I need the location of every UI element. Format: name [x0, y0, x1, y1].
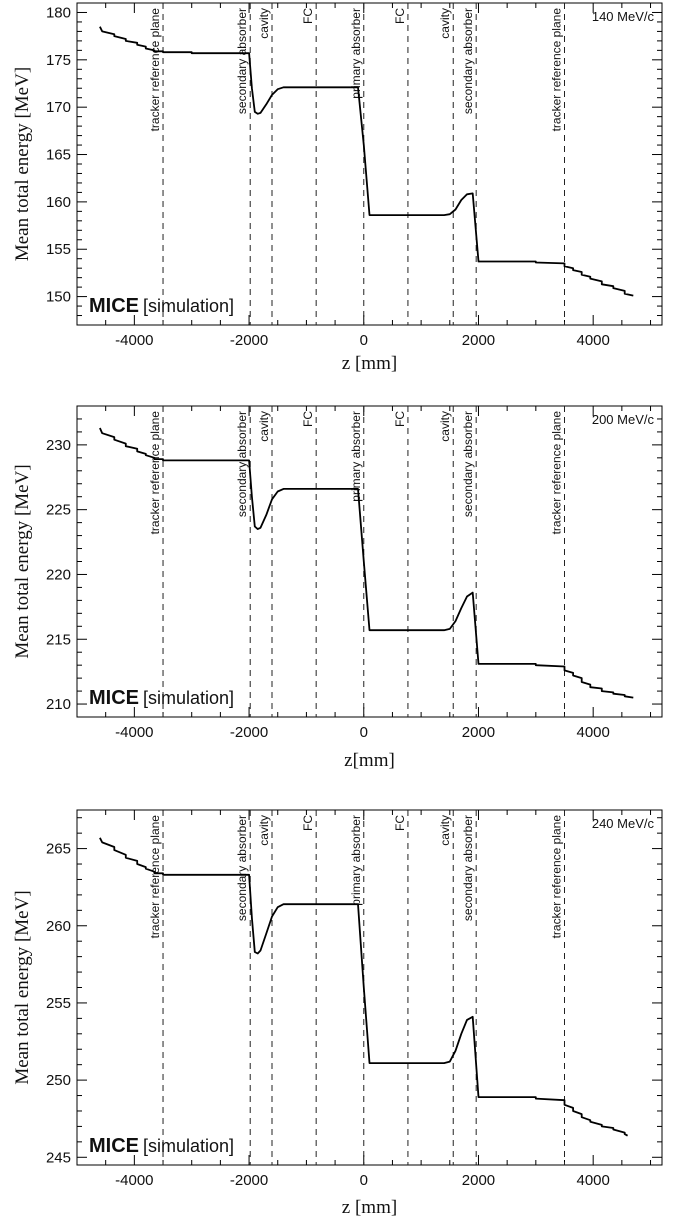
x-tick-label: 2000 — [462, 724, 495, 741]
y-tick-label: 255 — [46, 995, 71, 1012]
y-tick-label: 155 — [46, 241, 71, 258]
momentum-label: 200 MeV/c — [592, 412, 655, 427]
x-tick-label: -4000 — [115, 724, 153, 741]
chart-panel: -4000 -2000 0 2000 4000 245 250 255 260 265 tracke… — [12, 809, 663, 1218]
mice-watermark: MICE [simulation] — [89, 295, 234, 317]
component-marker-label: tracker reference plane — [550, 815, 564, 939]
mice-watermark: MICE [simulation] — [89, 687, 234, 709]
y-tick-label: 150 — [46, 289, 71, 306]
component-marker-label: tracker reference plane — [550, 8, 564, 132]
component-marker-label: primary absorber — [349, 815, 363, 906]
component-marker-label: tracker reference plane — [148, 8, 162, 132]
x-tick-label: 0 — [360, 724, 368, 741]
watermark-regular: [simulation] — [143, 296, 234, 316]
component-marker-label: cavity — [438, 815, 452, 846]
y-tick-label: 220 — [46, 566, 71, 583]
component-marker-label: FC — [393, 815, 407, 831]
watermark-regular: [simulation] — [143, 1136, 234, 1156]
component-marker-label: secondary absorber — [235, 815, 249, 921]
x-tick-label: 0 — [360, 1172, 368, 1189]
x-tick-label: 2000 — [462, 1172, 495, 1189]
y-axis-label: Mean total energy [MeV] — [12, 67, 33, 261]
component-marker-label: FC — [301, 411, 315, 427]
component-marker-label: cavity — [438, 411, 452, 442]
component-marker-label: tracker reference plane — [550, 411, 564, 535]
y-tick-label: 230 — [46, 437, 71, 454]
component-marker-label: FC — [301, 815, 315, 831]
y-tick-label: 165 — [46, 147, 71, 164]
component-marker-label: cavity — [438, 8, 452, 39]
y-tick-label: 180 — [46, 4, 71, 21]
component-marker-label: secondary absorber — [461, 815, 475, 921]
x-axis-label: z [mm] — [342, 1197, 397, 1218]
x-tick-label: 4000 — [576, 1172, 609, 1189]
y-tick-label: 225 — [46, 502, 71, 519]
x-tick-label: -4000 — [115, 1172, 153, 1189]
component-marker-label: secondary absorber — [235, 8, 249, 114]
y-tick-label: 250 — [46, 1072, 71, 1089]
watermark-bold: MICE — [89, 295, 139, 317]
y-tick-label: 160 — [46, 194, 71, 211]
watermark-bold: MICE — [89, 687, 139, 709]
y-axis-label: Mean total energy [MeV] — [12, 464, 33, 658]
watermark-regular: [simulation] — [143, 688, 234, 708]
x-tick-label: -2000 — [230, 332, 268, 349]
energy-curve — [99, 837, 629, 1137]
x-tick-label: 0 — [360, 332, 368, 349]
watermark-bold: MICE — [89, 1135, 139, 1157]
chart-panel: -4000 -2000 0 2000 4000 210 215 220 225 230 tracke… — [12, 405, 663, 771]
component-marker-label: FC — [301, 8, 315, 24]
component-marker-label: FC — [393, 8, 407, 24]
component-marker-label: cavity — [257, 8, 271, 39]
y-tick-label: 265 — [46, 841, 71, 858]
x-tick-label: -2000 — [230, 724, 268, 741]
component-marker-label: tracker reference plane — [148, 815, 162, 939]
y-tick-label: 215 — [46, 631, 71, 648]
x-tick-label: -2000 — [230, 1172, 268, 1189]
component-marker-label: secondary absorber — [235, 411, 249, 517]
x-tick-label: 2000 — [462, 332, 495, 349]
energy-curve — [99, 26, 634, 297]
component-marker-label: cavity — [257, 411, 271, 442]
component-marker-label: FC — [393, 411, 407, 427]
component-marker-label: cavity — [257, 815, 271, 846]
component-marker-label: primary absorber — [349, 8, 363, 99]
y-axis-label: Mean total energy [MeV] — [12, 890, 33, 1084]
mice-watermark: MICE [simulation] — [89, 1135, 234, 1157]
y-tick-label: 260 — [46, 918, 71, 935]
momentum-label: 240 MeV/c — [592, 816, 655, 831]
x-tick-label: 4000 — [576, 724, 609, 741]
y-tick-label: 245 — [46, 1149, 71, 1166]
momentum-label: 140 MeV/c — [592, 9, 655, 24]
component-marker-label: primary absorber — [349, 411, 363, 502]
x-tick-label: -4000 — [115, 332, 153, 349]
y-tick-label: 210 — [46, 696, 71, 713]
component-marker-label: secondary absorber — [461, 411, 475, 517]
y-tick-label: 175 — [46, 52, 71, 69]
component-marker-label: tracker reference plane — [148, 411, 162, 535]
component-marker-label: secondary absorber — [461, 8, 475, 114]
x-axis-label: z[mm] — [344, 750, 395, 771]
chart-panel: -4000 -2000 0 2000 4000 150 155 160 165 170 175 180… — [12, 2, 663, 374]
x-tick-label: 4000 — [576, 332, 609, 349]
energy-curve — [99, 427, 634, 699]
x-axis-label: z [mm] — [342, 353, 397, 374]
y-tick-label: 170 — [46, 99, 71, 116]
plot-frame — [76, 405, 663, 718]
